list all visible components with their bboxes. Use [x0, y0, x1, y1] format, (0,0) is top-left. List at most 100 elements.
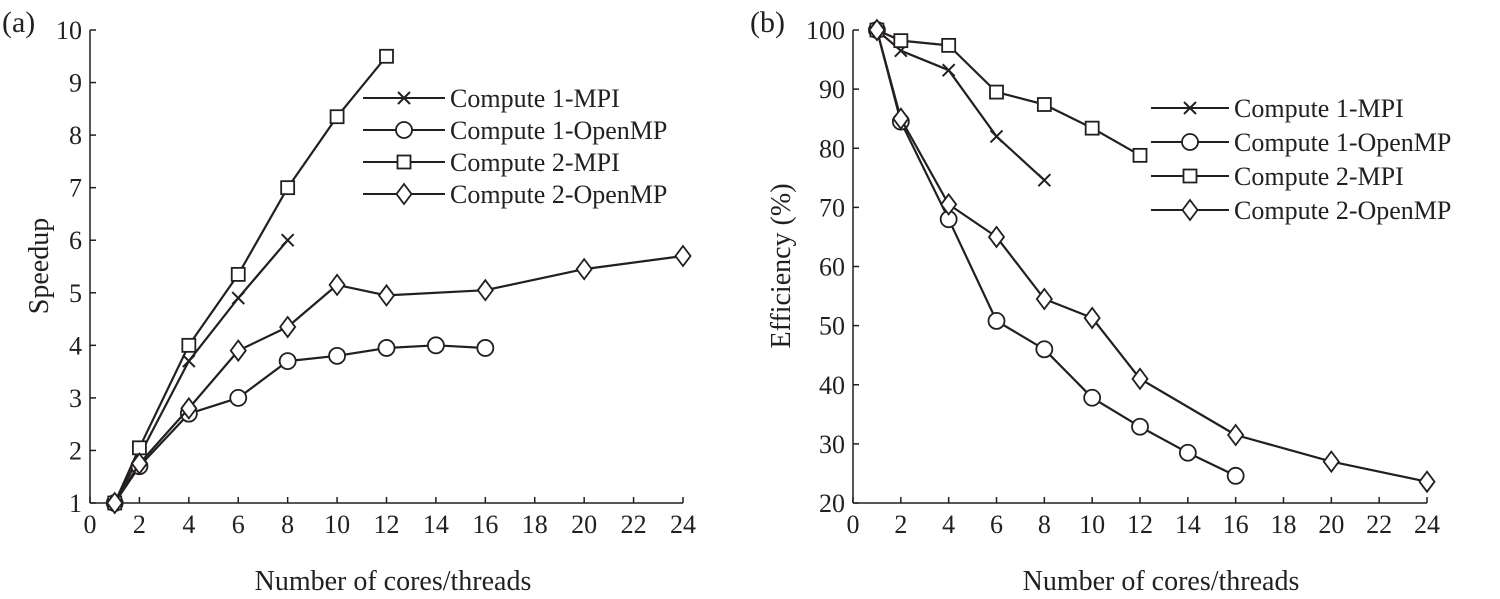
legend-item-compute-1-openmp: Compute 1-OpenMP [363, 116, 667, 145]
data-point-square [181, 337, 197, 353]
marker-glyph [397, 91, 411, 105]
x-tick-label: 22 [621, 510, 647, 539]
data-point-x [941, 63, 956, 77]
y-tick-label: 90 [819, 75, 845, 104]
data-point-diamond [1322, 450, 1340, 474]
legend-label: Compute 2-MPI [1234, 162, 1404, 191]
data-point-diamond [987, 225, 1006, 249]
x-tick-label: 20 [571, 510, 597, 539]
data-point-diamond [1083, 306, 1101, 330]
data-point-circle [278, 352, 297, 371]
panel-label: (b) [750, 6, 785, 39]
y-tick-label: 30 [819, 430, 845, 459]
marker-glyph [1182, 168, 1198, 184]
legend-item-compute-1-mpi: Compute 1-MPI [363, 84, 620, 113]
x-tick-label: 2 [894, 510, 907, 539]
data-point-diamond [328, 273, 346, 297]
legend-label: Compute 1-MPI [450, 84, 620, 113]
data-point-diamond [1035, 287, 1053, 311]
x-tick-label: 22 [1366, 510, 1392, 539]
marker-glyph [395, 182, 413, 206]
data-point-circle [1083, 388, 1102, 407]
data-point-square [329, 109, 345, 125]
panel-b-efficiency: (b) 0 2 4 6 8 10 12 14 16 18 20 22 24203040506070809… [750, 6, 1451, 597]
x-tick-label: 14 [423, 510, 449, 539]
y-tick-label: 100 [806, 16, 845, 45]
data-point-x [280, 233, 295, 247]
data-point-diamond [130, 452, 149, 476]
y-tick-label: 6 [69, 226, 82, 255]
x-tick-label: 24 [670, 510, 696, 539]
x-tick-label: 8 [281, 510, 294, 539]
series-line [113, 55, 388, 504]
series-line [875, 29, 1428, 483]
data-point-circle [1035, 340, 1054, 359]
data-point-diamond [1227, 423, 1245, 447]
legend-marker-circle [395, 121, 413, 139]
data-point-square [893, 33, 909, 49]
data-point-x [989, 129, 1004, 144]
legend-marker-x [397, 91, 411, 105]
y-tick-label: 5 [69, 279, 82, 308]
x-tick-label: 0 [847, 510, 860, 539]
y-axis-title: Speedup [24, 218, 55, 314]
data-point-circle [427, 336, 445, 355]
y-tick-label: 70 [819, 193, 845, 222]
legend-item-compute-2-openmp: Compute 2-OpenMP [1151, 196, 1451, 225]
legend-item-compute-1-openmp: Compute 1-OpenMP [1151, 128, 1451, 157]
data-point-diamond [106, 491, 124, 515]
data-point-circle [1178, 443, 1197, 462]
x-tick-label: 4 [942, 510, 955, 539]
data-point-square [379, 48, 394, 64]
legend-label: Compute 2-OpenMP [1234, 196, 1451, 225]
x-tick-label: 10 [324, 510, 350, 539]
x-tick-label: 6 [990, 510, 1003, 539]
data-point-diamond [1131, 367, 1149, 391]
y-tick-label: 40 [819, 371, 845, 400]
y-tick-label: 3 [69, 384, 82, 413]
data-point-diamond [674, 244, 692, 268]
legend-label: Compute 1-OpenMP [1234, 128, 1451, 157]
x-tick-label: 24 [1414, 510, 1440, 539]
x-tick-label: 12 [1127, 510, 1153, 539]
data-point-square [230, 266, 246, 282]
legend: Compute 1-MPI Compute 1-OpenMP Compute 2… [363, 84, 667, 209]
x-axis-title: Number of cores/threads [1023, 566, 1300, 597]
legend-label: Compute 2-OpenMP [450, 180, 667, 209]
y-tick-label: 4 [69, 331, 82, 360]
data-point-circle [229, 388, 248, 407]
y-axis-title: Efficiency (%) [766, 183, 797, 348]
data-point-x [182, 354, 196, 368]
data-point-square [280, 180, 296, 196]
data-point-diamond [476, 278, 494, 302]
panel-label: (a) [2, 6, 35, 39]
data-point-square [989, 84, 1004, 100]
y-tick-label: 20 [819, 489, 845, 518]
x-tick-label: 0 [84, 510, 97, 539]
legend-marker-diamond [1181, 198, 1199, 222]
y-tick-label: 2 [69, 436, 82, 465]
legend-marker-square [396, 154, 412, 170]
x-tick-label: 8 [1038, 510, 1051, 539]
series-line [875, 29, 1237, 477]
x-tick-label: 4 [182, 510, 195, 539]
data-point-diamond [892, 107, 910, 131]
data-point-square [1084, 120, 1100, 136]
series-layer [868, 18, 1436, 494]
marker-glyph [1181, 198, 1199, 222]
legend-marker-diamond [395, 182, 413, 206]
y-tick-label: 50 [819, 312, 845, 341]
y-tick-label: 7 [69, 174, 82, 203]
data-point-diamond [229, 339, 247, 363]
data-point-diamond [940, 192, 958, 216]
data-point-circle [328, 346, 346, 365]
legend-marker-circle [1181, 133, 1199, 151]
legend-item-compute-2-mpi: Compute 2-MPI [363, 148, 620, 177]
x-tick-label: 20 [1318, 510, 1344, 539]
data-point-diamond [868, 18, 886, 42]
x-tick-label: 2 [133, 510, 146, 539]
legend-item-compute-2-openmp: Compute 2-OpenMP [363, 180, 667, 209]
